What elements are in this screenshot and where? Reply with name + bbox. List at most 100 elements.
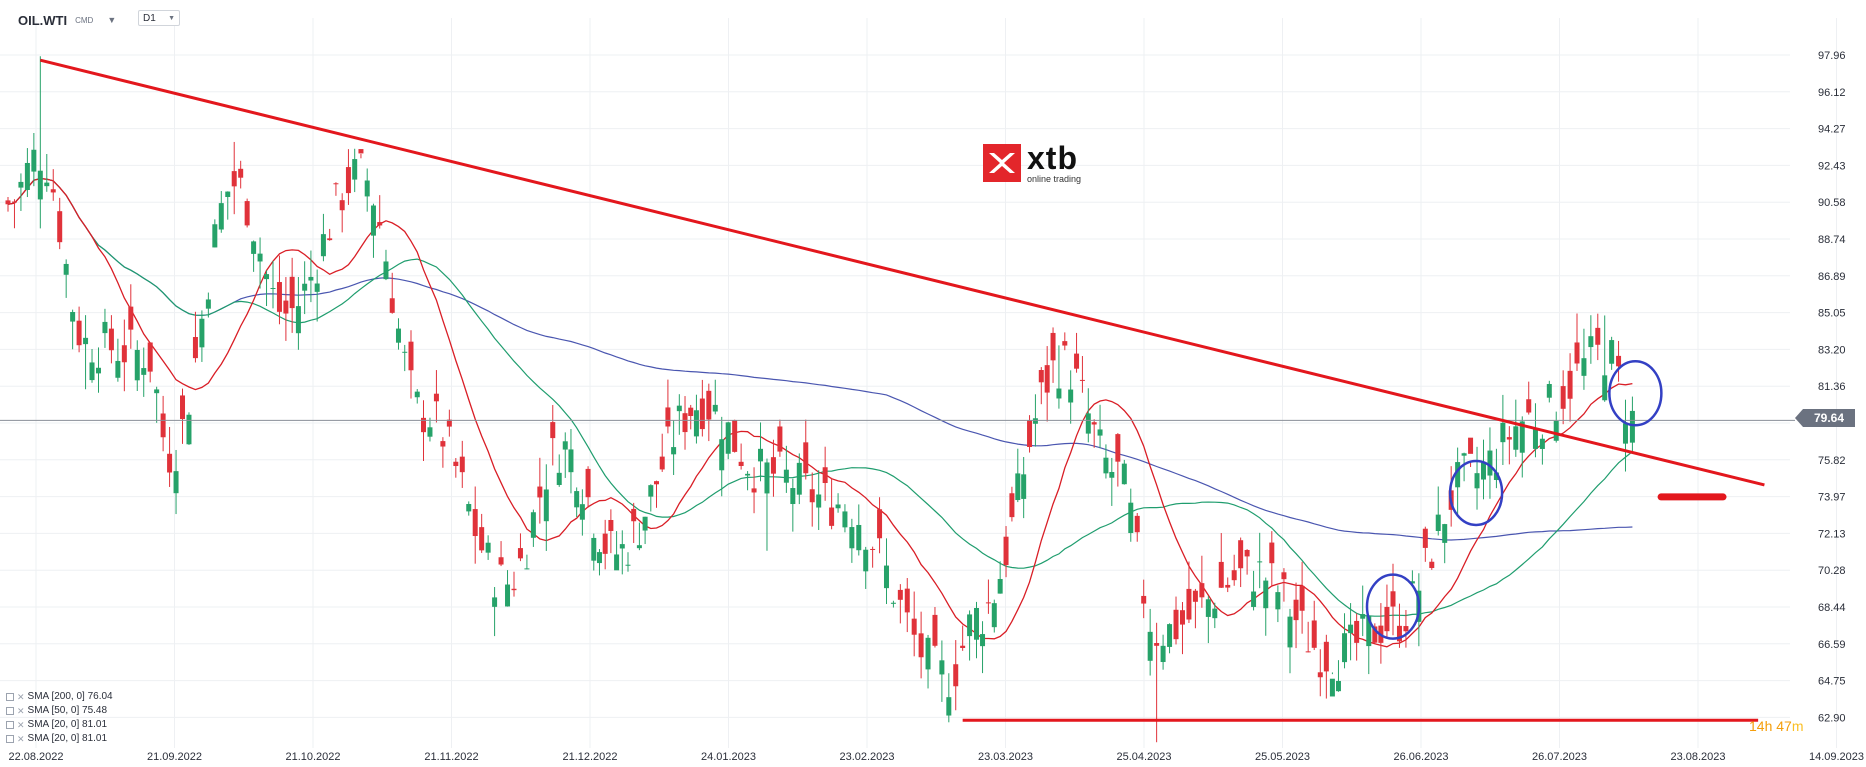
candle-body	[154, 389, 160, 394]
legend-label: SMA [20, 0] 81.01	[27, 733, 108, 744]
candle-body	[1257, 561, 1263, 563]
candle-body	[5, 200, 11, 205]
legend-row-sma20-b[interactable]: ✕ SMA [20, 0] 81.01	[6, 732, 113, 746]
candle-body	[1128, 502, 1134, 534]
candle-body	[377, 222, 383, 226]
close-icon[interactable]: ✕	[17, 692, 25, 702]
candle-body	[1609, 340, 1615, 364]
candle-body	[414, 391, 420, 398]
candle-body	[648, 485, 654, 497]
candle-body	[1348, 624, 1354, 634]
legend-row-sma200[interactable]: ✕ SMA [200, 0] 76.04	[6, 690, 113, 704]
candle-body	[1160, 645, 1166, 663]
candle-body	[1317, 672, 1323, 678]
candle-body	[134, 349, 140, 381]
close-icon[interactable]: ✕	[17, 706, 25, 716]
candle-body	[725, 422, 731, 454]
candle-body	[758, 448, 764, 462]
candle-body	[777, 426, 783, 452]
candle-body	[543, 489, 549, 522]
candle-body	[1147, 631, 1153, 661]
symbol-label[interactable]: OIL.WTI	[18, 12, 68, 28]
sma20-line	[7, 177, 1633, 648]
candle-body	[395, 328, 401, 343]
candle-body	[314, 283, 320, 292]
logo-word: xtb	[1027, 140, 1078, 176]
candle-body	[89, 362, 95, 381]
symbol-dropdown-icon[interactable]: ▼	[107, 15, 117, 25]
candle-body	[339, 200, 345, 211]
y-tick-label: 64.75	[1818, 676, 1846, 688]
candle-body	[383, 261, 389, 280]
x-tick-label: 26.06.2023	[1393, 751, 1448, 763]
candle-body	[364, 180, 370, 197]
candle-body	[706, 390, 712, 420]
candle-body	[809, 489, 815, 503]
y-tick-label: 62.90	[1818, 712, 1846, 724]
xtb-logo-mark	[983, 144, 1021, 182]
indicator-settings-icon[interactable]	[6, 707, 14, 715]
candle-body	[95, 367, 101, 374]
indicator-settings-icon[interactable]	[6, 693, 14, 701]
y-tick-label: 83.20	[1818, 344, 1846, 356]
candle-body	[636, 545, 642, 549]
candle-body	[1372, 626, 1378, 643]
close-icon[interactable]: ✕	[17, 720, 25, 730]
candle-body	[751, 488, 757, 493]
candle-body	[524, 568, 530, 570]
xtb-logo: xtb online trading	[983, 142, 1081, 184]
candle-body	[530, 512, 536, 538]
candle-body	[877, 509, 883, 539]
indicator-settings-icon[interactable]	[6, 721, 14, 729]
close-icon[interactable]: ✕	[17, 734, 25, 744]
highlight-circle	[1448, 459, 1504, 527]
legend-row-sma50[interactable]: ✕ SMA [50, 0] 75.48	[6, 704, 113, 718]
candle-body	[918, 633, 924, 658]
indicator-settings-icon[interactable]	[6, 735, 14, 743]
candle-body	[745, 473, 751, 476]
candle-body	[1384, 606, 1390, 632]
candle-body	[1560, 386, 1566, 409]
candle-body	[408, 341, 414, 371]
candle-body	[421, 417, 426, 433]
candle-body	[1581, 358, 1587, 376]
candle-body	[932, 614, 938, 646]
candle-body	[1493, 472, 1499, 480]
candle-body	[732, 420, 738, 452]
y-tick-label: 90.58	[1818, 197, 1846, 209]
candle-body	[738, 461, 744, 466]
candle-body	[358, 149, 364, 154]
legend-row-sma20[interactable]: ✕ SMA [20, 0] 81.01	[6, 718, 113, 732]
legend-label: SMA [50, 0] 75.48	[27, 705, 108, 716]
x-tick-label: 26.07.2023	[1532, 751, 1587, 763]
candle-body	[492, 597, 498, 607]
candle-body	[44, 182, 50, 187]
candle-body	[498, 557, 504, 565]
candle-body	[199, 318, 205, 348]
candle-body	[816, 494, 822, 508]
candle-body	[1403, 626, 1409, 632]
candle-body	[925, 637, 931, 670]
candle-body	[1056, 388, 1062, 399]
candle-body	[585, 468, 591, 498]
candle-body	[1574, 342, 1580, 364]
candle-body	[562, 441, 568, 450]
candle-body	[870, 548, 876, 550]
candle-body	[244, 201, 250, 226]
y-tick-label: 86.89	[1818, 271, 1846, 283]
candle-body	[1567, 370, 1573, 399]
candle-body	[671, 447, 677, 455]
candle-body	[1074, 353, 1080, 369]
candle-body	[608, 520, 614, 531]
timeframe-select[interactable]: D1 ▼	[138, 10, 180, 26]
candle-body	[1186, 588, 1192, 620]
candle-body	[1003, 536, 1009, 566]
candle-body	[803, 442, 809, 474]
candle-body	[1050, 332, 1056, 361]
candle-body	[108, 328, 114, 351]
candle-body	[631, 508, 637, 522]
candle-body	[614, 554, 620, 571]
candle-body	[485, 542, 491, 553]
candle-body	[783, 469, 789, 483]
